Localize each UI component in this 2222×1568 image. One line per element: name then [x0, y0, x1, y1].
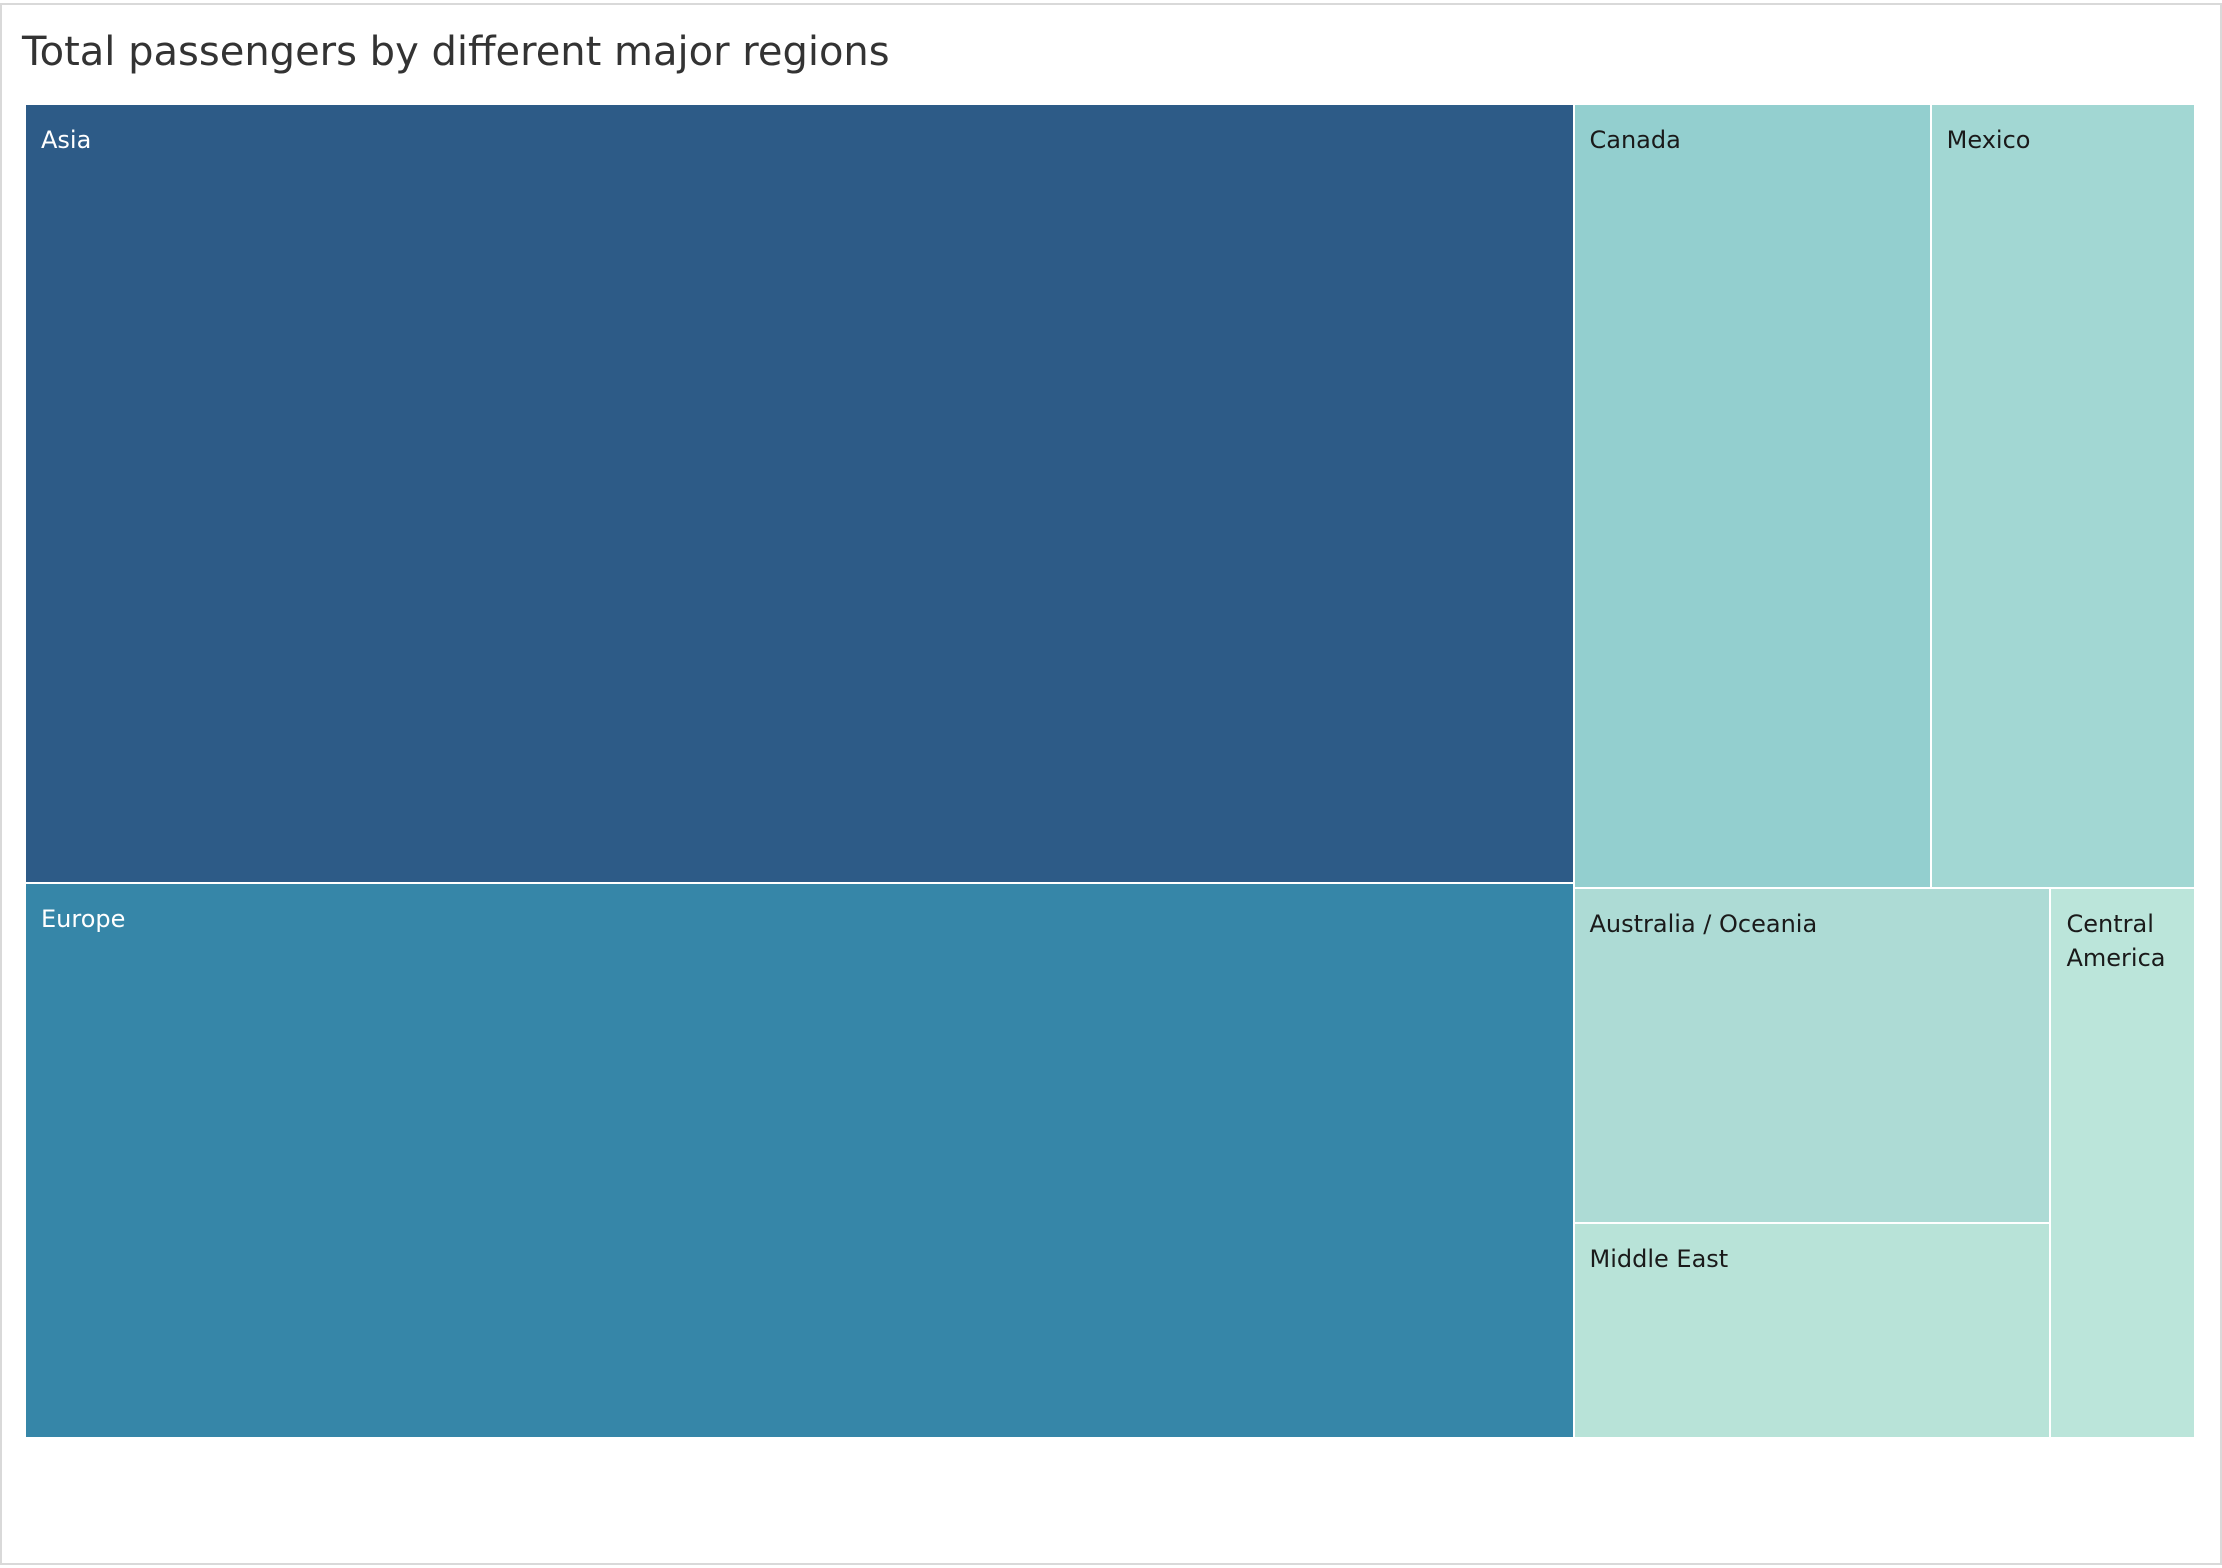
treemap-cell-label: Central America — [2066, 910, 2166, 973]
treemap-cell-asia[interactable]: Asia — [26, 105, 1575, 884]
treemap-cell-label: Asia — [41, 126, 92, 154]
treemap-cell-europe[interactable]: Europe — [26, 883, 1575, 1439]
treemap-cell-middle-east[interactable]: Middle East — [1574, 1223, 2052, 1439]
treemap-cell-australia-oceania[interactable]: Australia / Oceania — [1574, 889, 2052, 1224]
treemap: Asia Europe Canada Mexico Australia / Oceani… — [26, 105, 2196, 1439]
chart-title: Total passengers by different major regi… — [22, 29, 890, 75]
treemap-cell-mexico[interactable]: Mexico — [1931, 105, 2196, 890]
treemap-cell-central-america[interactable]: Central America — [2051, 889, 2196, 1439]
treemap-cell-label: Canada — [1589, 126, 1681, 154]
treemap-cell-canada[interactable]: Canada — [1574, 105, 1932, 890]
treemap-cell-label: Mexico — [1946, 126, 2031, 154]
treemap-cell-label: Australia / Oceania — [1589, 910, 1818, 939]
treemap-cell-label: Middle East — [1589, 1244, 1729, 1273]
treemap-cell-label: Europe — [41, 904, 126, 933]
